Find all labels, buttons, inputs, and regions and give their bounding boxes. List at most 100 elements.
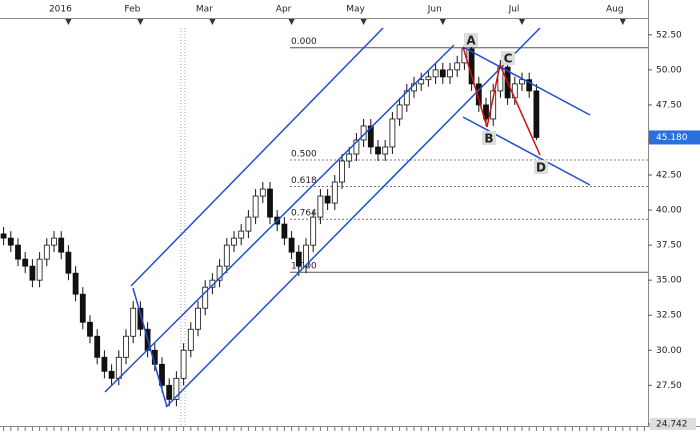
candle-body [454, 62, 461, 71]
candle-body [267, 188, 273, 218]
pattern-label: C [504, 52, 513, 66]
channel-line [130, 27, 384, 287]
pattern-label: A [466, 34, 476, 48]
wedge-line [462, 46, 591, 116]
y-tick-label: 40.00 [656, 206, 682, 216]
candle-body [389, 118, 396, 148]
candle-body [375, 146, 381, 155]
candle-body [0, 233, 7, 239]
y-tick-label: 47.50 [656, 100, 682, 110]
y-tick-label: 42.50 [656, 171, 682, 181]
candle-body [468, 48, 475, 85]
x-tick-marker [619, 19, 626, 25]
candle-body [252, 195, 259, 218]
x-tick-marker [137, 19, 144, 25]
x-tick-label: Mar [196, 5, 213, 15]
trend-lines [104, 27, 591, 408]
candle-body [447, 69, 453, 78]
channel-line [165, 27, 541, 408]
candle-body [439, 69, 446, 78]
candle-body [475, 83, 482, 106]
y-tick-label: 52.50 [656, 30, 682, 40]
candle-body [339, 160, 345, 183]
wedge-line [462, 116, 591, 186]
pattern-label-box [501, 51, 515, 65]
y-tick-label: 35.00 [656, 276, 682, 286]
candle-body [432, 69, 439, 78]
candle-body [123, 335, 129, 358]
pattern-label-box [482, 131, 496, 145]
candle-body [137, 307, 144, 330]
candle-body [425, 76, 432, 81]
candle-body [58, 237, 65, 253]
y-tick-label: 32.50 [656, 311, 682, 321]
fib-label: 0.764 [291, 209, 317, 219]
candle-body [22, 258, 29, 267]
candle-body [43, 244, 50, 260]
abcd-pattern [462, 46, 541, 156]
candle-body [7, 237, 14, 246]
candle-body [173, 377, 180, 400]
y-tick-label: 27.50 [656, 381, 682, 391]
candles [0, 41, 540, 407]
x-tick-label: Jul [508, 5, 520, 15]
candle-body [115, 356, 122, 379]
last-price-box [649, 130, 700, 145]
pattern-label: B [484, 132, 493, 146]
x-tick-marker [360, 19, 367, 25]
candle-body [94, 335, 101, 358]
channel-line [104, 44, 455, 393]
candle-body [418, 79, 425, 85]
y-tick-label: 37.50 [656, 241, 682, 251]
channel-line [132, 287, 168, 408]
fib-label: 0.500 [291, 149, 317, 159]
candle-body [180, 349, 187, 379]
candle-body [87, 321, 93, 337]
candle-body [331, 181, 338, 204]
pattern-label-box [534, 160, 548, 174]
y-tick-label: 24.742 [656, 420, 688, 430]
candle-body [346, 153, 353, 162]
x-tick-label: 2016 [49, 5, 72, 15]
candle-body [238, 230, 245, 239]
candle-body [259, 188, 266, 197]
candle-body [490, 90, 497, 120]
candle-body [187, 328, 194, 351]
candle-body [324, 195, 331, 204]
y-tick-box [650, 418, 696, 430]
candle-body [526, 79, 533, 92]
candle-body [310, 216, 317, 246]
candle-body [519, 79, 525, 85]
candle-body [29, 265, 36, 281]
candle-body [353, 139, 360, 155]
candle-body [72, 272, 79, 295]
x-tick-marker [519, 19, 525, 25]
candle-body [223, 244, 230, 267]
candle-body [166, 384, 173, 400]
candle-body [396, 104, 403, 120]
candle-body [79, 293, 86, 323]
x-tick-label: Jun [427, 5, 442, 15]
last-price-label: 45.180 [656, 133, 688, 143]
candle-body [159, 363, 165, 386]
y-tick-label: 30.00 [656, 346, 682, 356]
candle-body [367, 125, 374, 148]
x-tick-label: Apr [276, 5, 292, 15]
candle-body [195, 307, 201, 330]
x-tick-label: May [346, 5, 365, 15]
candle-body [130, 307, 137, 337]
candle-body [461, 48, 468, 64]
y-tick-label: 50.00 [656, 65, 682, 75]
candle-body [245, 216, 252, 232]
candle-body [382, 146, 389, 155]
fib-label: 0.000 [291, 37, 317, 47]
candle-body [15, 244, 21, 260]
candle-body [216, 265, 223, 281]
candle-body [288, 237, 295, 253]
candle-body [533, 90, 540, 138]
pattern-label-box [464, 33, 478, 47]
x-tick-label: Aug [606, 5, 624, 15]
candle-body [295, 251, 302, 267]
x-tick-marker [65, 19, 72, 25]
